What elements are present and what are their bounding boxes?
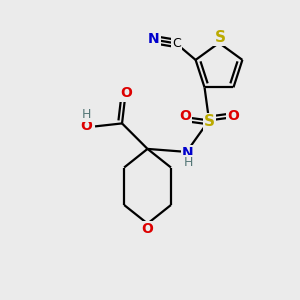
Text: O: O — [121, 86, 133, 100]
Text: S: S — [204, 114, 215, 129]
Text: N: N — [148, 32, 159, 46]
Text: O: O — [179, 109, 191, 123]
Text: H: H — [183, 156, 193, 169]
Text: O: O — [227, 109, 239, 123]
Text: S: S — [214, 30, 225, 45]
Text: O: O — [81, 119, 93, 134]
Text: O: O — [142, 222, 154, 236]
Text: H: H — [82, 108, 91, 121]
Text: N: N — [182, 146, 194, 160]
Text: C: C — [172, 38, 181, 50]
